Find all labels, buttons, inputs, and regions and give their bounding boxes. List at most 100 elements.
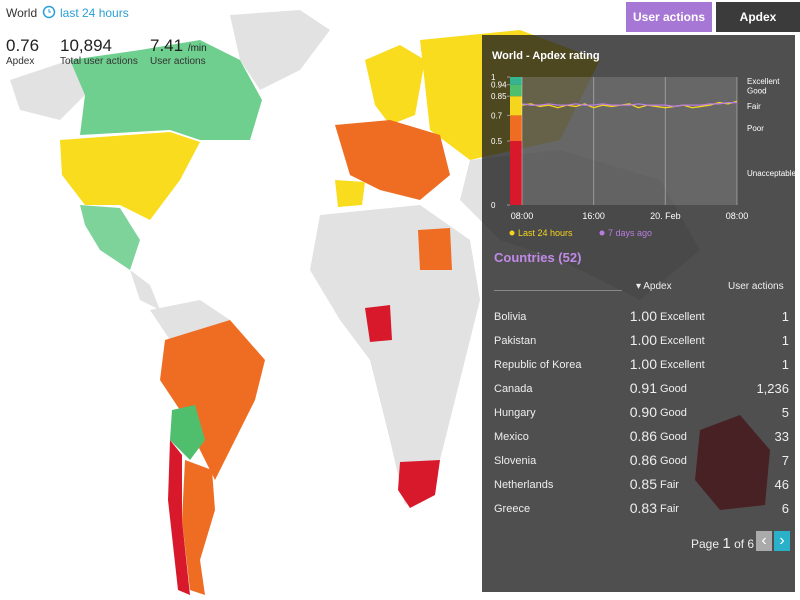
country-row[interactable]: Greece 0.83 Fair 6	[494, 499, 789, 523]
central-america[interactable]	[130, 270, 160, 310]
zone-band	[510, 141, 522, 205]
apdex-value: 0.86	[629, 428, 657, 444]
country-row[interactable]: Bolivia 1.00 Excellent 1	[494, 307, 789, 331]
apdex-value: 0.85	[629, 476, 657, 492]
stat-label: Total user actions	[60, 56, 138, 67]
stat-value: 10,894	[60, 36, 112, 55]
apdex-value: 1.00	[629, 356, 657, 372]
page-current: 1	[722, 535, 731, 552]
canada[interactable]	[70, 40, 262, 140]
page-label: Page	[691, 537, 720, 551]
series-line	[521, 100, 738, 109]
stat: 7.41 /min User actions	[150, 36, 207, 67]
legend-label: Last 24 hours	[518, 228, 573, 238]
nigeria[interactable]	[365, 305, 392, 342]
user-actions: 7	[781, 453, 789, 468]
country: Greece	[494, 503, 531, 515]
user-actions: 1,236	[756, 381, 789, 396]
apdex-value: 0.86	[629, 452, 657, 468]
x-tick-label: 16:00	[582, 211, 605, 221]
country: Canada	[494, 383, 533, 395]
chile[interactable]	[168, 440, 190, 595]
y-tick-label: 0	[491, 201, 496, 210]
tab[interactable]: User actions	[626, 2, 712, 32]
usa[interactable]	[60, 132, 200, 220]
country: Mexico	[494, 431, 529, 443]
user-actions: 5	[781, 405, 789, 420]
africa[interactable]	[310, 205, 480, 505]
stat: 10,894 Total user actions	[60, 36, 138, 67]
zone-label: Excellent	[747, 77, 780, 86]
country-row[interactable]: Hungary 0.90 Good 5	[494, 403, 789, 427]
plot-bg	[522, 77, 737, 205]
country-row[interactable]: Slovenia 0.86 Good 7	[494, 451, 789, 475]
stat-value: 7.41	[150, 36, 184, 55]
apdex-chart: World - Apdex rating Unacceptable Poor Fai…	[491, 50, 795, 238]
zone-label: Good	[747, 86, 767, 95]
user-actions: 1	[781, 357, 789, 372]
apdex-value: 0.83	[629, 500, 657, 516]
apdex-rating: Excellent	[660, 311, 705, 323]
next-page[interactable]: ›	[774, 531, 790, 551]
country-row[interactable]: Pakistan 1.00 Excellent 1	[494, 331, 789, 355]
pagination: Page 1 of 6	[691, 535, 754, 552]
clock-icon	[42, 5, 56, 19]
europe[interactable]	[335, 120, 450, 200]
country-row[interactable]: Netherlands 0.85 Fair 46	[494, 475, 789, 499]
zone-label: Fair	[747, 102, 761, 111]
column-header[interactable]: ▾ Apdex	[636, 281, 672, 292]
apdex-rating: Good	[660, 407, 687, 419]
apdex-value: 1.00	[629, 332, 657, 348]
apdex-value: 0.90	[629, 404, 657, 420]
north-south-america[interactable]	[150, 300, 230, 340]
argentina[interactable]	[182, 460, 215, 595]
country-row[interactable]: Canada 0.91 Good 1,236	[494, 379, 789, 403]
y-tick-label: 0.85	[491, 92, 507, 101]
brazil[interactable]	[160, 320, 265, 480]
legend-dot	[509, 230, 515, 236]
south-africa[interactable]	[398, 460, 440, 508]
stat-value: 0.76	[6, 36, 40, 55]
alaska[interactable]	[10, 60, 90, 120]
page-total: of 6	[734, 537, 755, 551]
scandinavia[interactable]	[365, 45, 425, 125]
country: Bolivia	[494, 311, 527, 323]
country-row[interactable]: Republic of Korea 1.00 Excellent 1	[494, 355, 789, 379]
stat-label: Apdex	[6, 56, 35, 67]
period[interactable]: last 24 hours	[60, 6, 129, 20]
prev-page[interactable]: ‹	[756, 531, 772, 551]
legend-label: 7 days ago	[608, 228, 652, 238]
country-row[interactable]: Mexico 0.86 Good 33	[494, 427, 789, 451]
apdex-rating: Good	[660, 455, 687, 467]
zone-label: Poor	[747, 124, 764, 133]
chart-title: World - Apdex rating	[492, 50, 600, 62]
apdex-rating: Good	[660, 383, 687, 395]
user-actions: 33	[774, 429, 789, 444]
country: Netherlands	[494, 479, 554, 491]
country: Pakistan	[494, 335, 537, 347]
greenland[interactable]	[230, 10, 330, 90]
x-tick-label: 08:00	[511, 211, 534, 221]
bolivia[interactable]	[170, 405, 205, 460]
egypt[interactable]	[418, 228, 452, 270]
tab-active[interactable]: Apdex	[716, 2, 800, 32]
y-tick-label: 0.5	[491, 137, 503, 146]
user-actions: 1	[781, 309, 789, 324]
y-tick-label: 0.94	[491, 81, 507, 90]
apdex-rating: Good	[660, 431, 687, 443]
apdex-value: 1.00	[629, 308, 657, 324]
user-actions: 6	[781, 501, 789, 516]
user-actions: 46	[774, 477, 789, 492]
column-label: Apdex	[643, 281, 672, 292]
zone-band	[510, 115, 522, 141]
apdex-rating: Fair	[660, 503, 679, 515]
x-tick-label: 08:00	[726, 211, 749, 221]
apdex-panel: World - Apdex rating Unacceptable Poor Fai…	[482, 35, 795, 592]
spain[interactable]	[335, 180, 365, 207]
stat: 0.76 Apdex	[6, 36, 39, 67]
mexico[interactable]	[80, 205, 140, 270]
legend-dot	[599, 230, 605, 236]
column-header[interactable]: User actions	[728, 281, 784, 292]
apdex-rating: Fair	[660, 479, 679, 491]
